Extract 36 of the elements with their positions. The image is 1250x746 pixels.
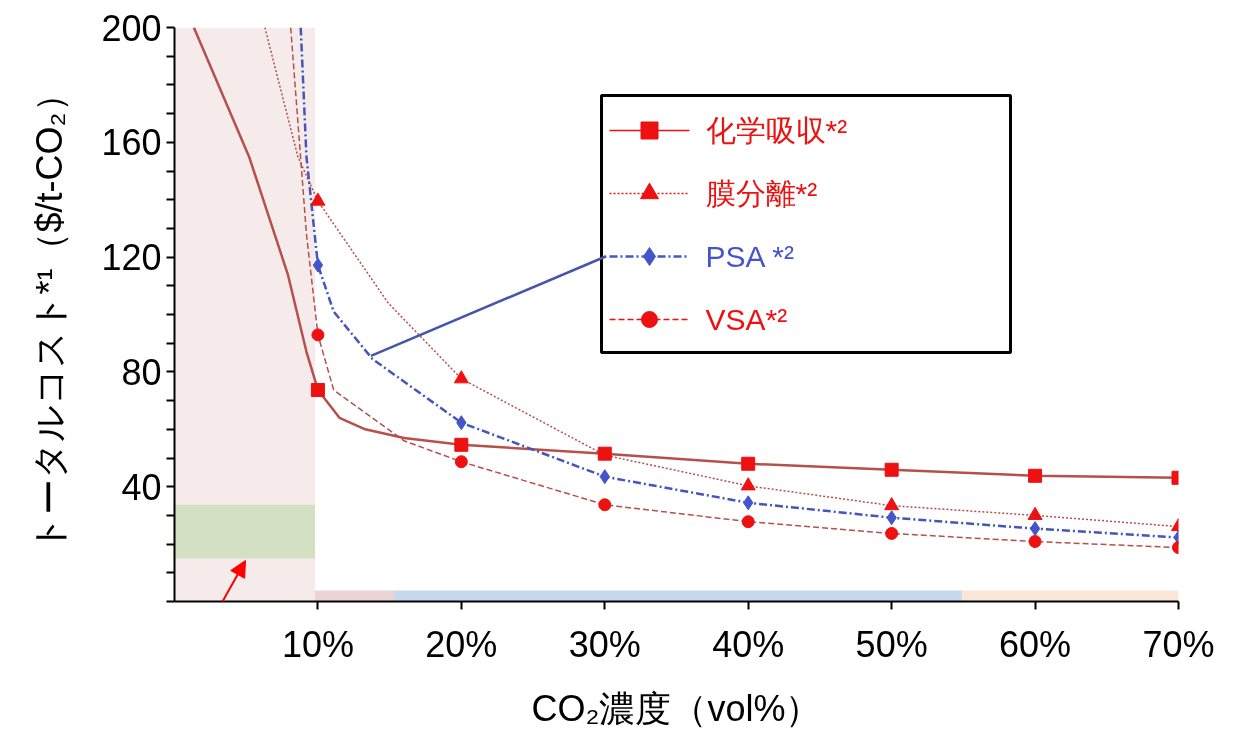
legend-label: 膜分離*² (705, 177, 818, 210)
point (310, 382, 325, 397)
x-tick-label: 40% (712, 623, 785, 665)
x-tick-label: 70% (1142, 623, 1215, 665)
x-tick-label: 60% (999, 623, 1072, 665)
x-tick-label: 20% (425, 623, 498, 665)
point (741, 515, 755, 529)
point (312, 257, 324, 273)
point (1028, 468, 1043, 483)
legend-label: VSA*² (705, 303, 788, 336)
x-tick-label: 50% (855, 623, 928, 665)
x-tick-label: 10% (281, 623, 354, 665)
point (454, 437, 469, 452)
y-tick-label: 200 (101, 7, 162, 49)
point (741, 456, 756, 471)
point (884, 462, 899, 477)
point (1029, 521, 1041, 537)
x-tick-label: 30% (568, 623, 641, 665)
x-axis-title: CO₂濃度（vol%） (531, 687, 822, 729)
legend-label: PSA *² (705, 240, 794, 273)
point (453, 370, 469, 384)
point (597, 446, 612, 461)
y-tick-label: 40 (121, 466, 162, 508)
y-axis-title: トータルコスト*¹（$/t-CO₂） (29, 76, 71, 553)
point (885, 526, 899, 540)
point (740, 477, 756, 491)
legend-label: 化学吸収*² (705, 114, 848, 147)
y-tick-label: 80 (121, 351, 162, 393)
point (1028, 535, 1042, 549)
y-tick-label: 160 (101, 122, 162, 164)
point (311, 328, 325, 342)
point (884, 497, 900, 511)
point (598, 498, 612, 512)
point (454, 455, 468, 469)
point (310, 192, 326, 206)
y-tick-label: 120 (101, 237, 162, 279)
